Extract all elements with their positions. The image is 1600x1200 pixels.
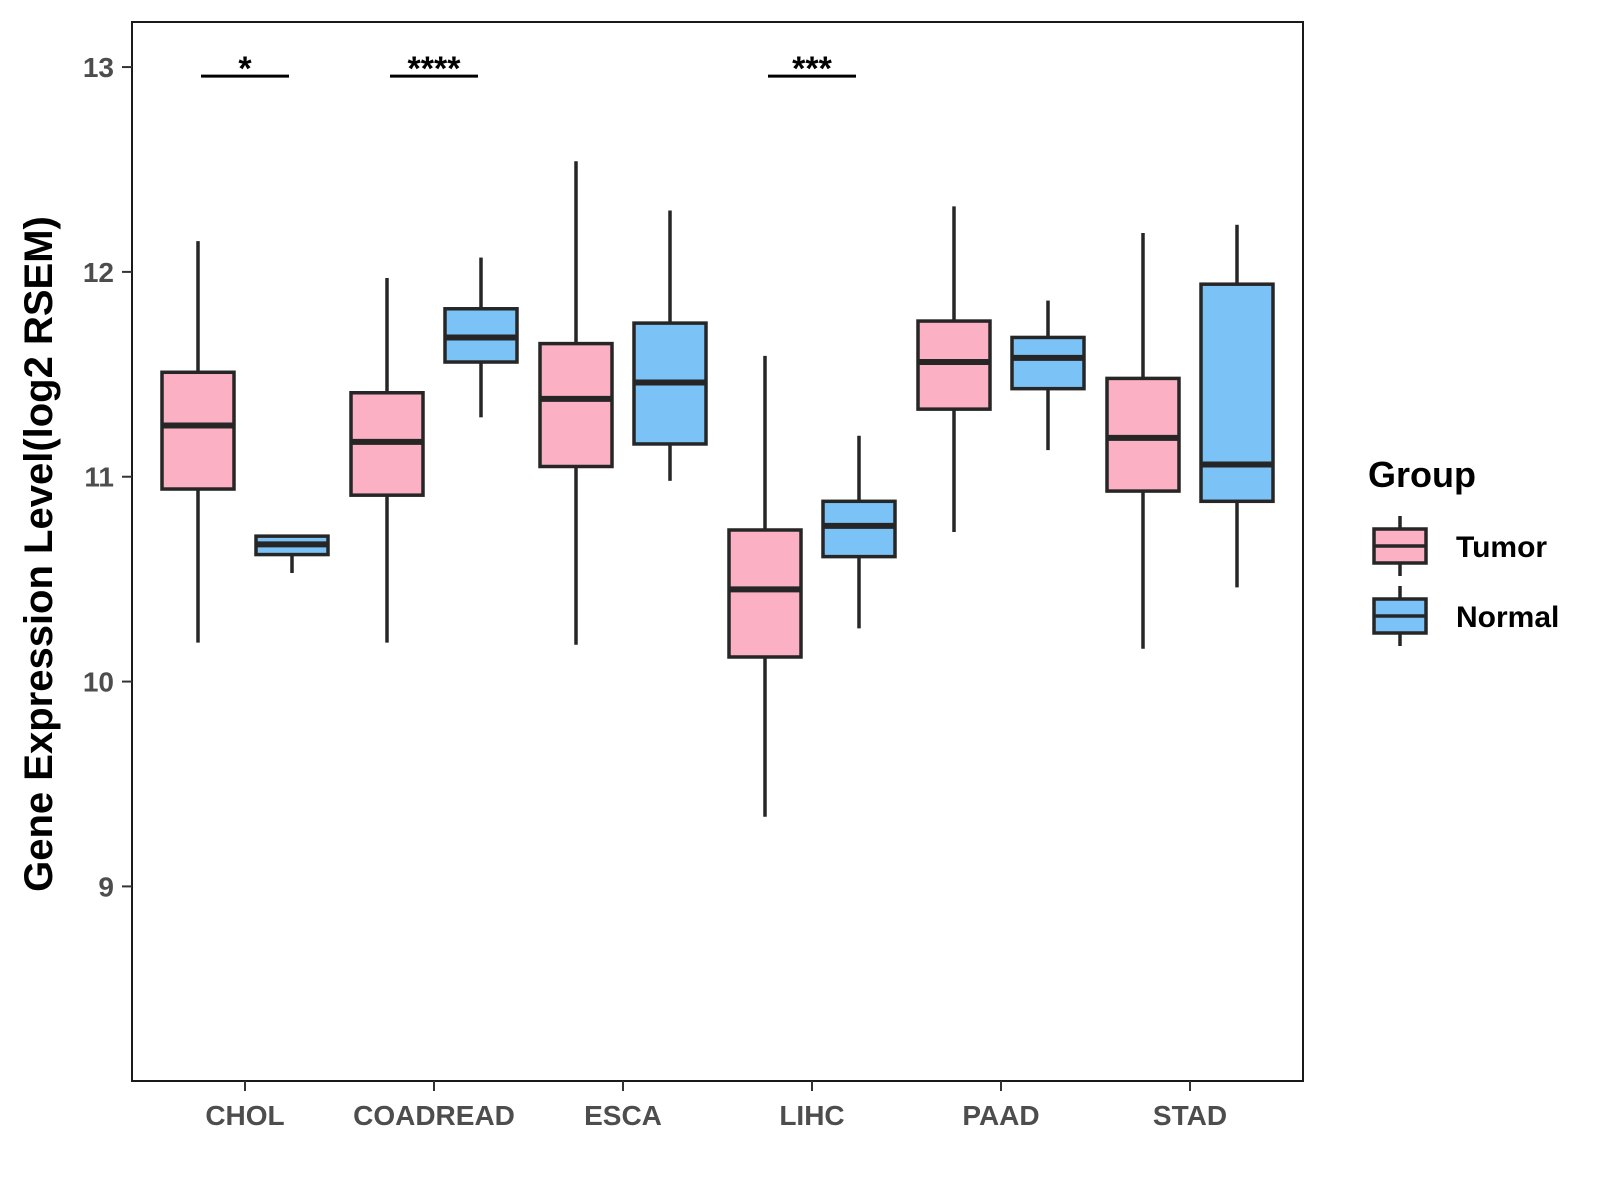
- box-iqr: [1199, 282, 1275, 504]
- box-normal-coadread: [443, 257, 519, 418]
- box-normal-esca: [632, 210, 708, 481]
- legend: Group Tumor Normal: [1368, 454, 1559, 646]
- box-marks: [160, 161, 1275, 817]
- y-tick-label: 9: [98, 871, 114, 902]
- legend-items: Tumor Normal: [1372, 516, 1559, 646]
- x-tick-label: COADREAD: [353, 1100, 515, 1131]
- box-tumor-esca: [538, 161, 614, 645]
- box-normal-paad: [1010, 300, 1086, 451]
- legend-item-tumor: Tumor: [1372, 516, 1547, 576]
- significance-label: *: [238, 50, 252, 88]
- box-tumor-coadread: [349, 278, 425, 643]
- box-tumor-chol: [160, 241, 236, 643]
- x-tick-label: CHOL: [205, 1100, 284, 1131]
- box-tumor-stad: [1105, 232, 1181, 649]
- box-iqr: [160, 370, 236, 491]
- y-tick-label: 11: [84, 462, 114, 493]
- box-tumor-lihc: [727, 355, 803, 817]
- box-iqr: [538, 341, 614, 469]
- box-iqr: [1010, 335, 1086, 391]
- box-iqr: [916, 319, 992, 411]
- box-iqr: [1105, 376, 1181, 493]
- box-iqr: [821, 499, 897, 559]
- y-axis-label: Gene Expression Level(log2 RSEM): [17, 216, 61, 892]
- y-tick-label: 13: [83, 52, 114, 83]
- box-normal-chol: [254, 534, 330, 574]
- x-tick-label: STAD: [1153, 1100, 1227, 1131]
- x-tick-label: ESCA: [584, 1100, 662, 1131]
- box-iqr: [727, 528, 803, 659]
- box-normal-stad: [1199, 224, 1275, 588]
- legend-item-normal: Normal: [1372, 586, 1559, 646]
- significance-label: ****: [408, 50, 462, 88]
- y-tick-label: 12: [83, 257, 114, 288]
- box-tumor-paad: [916, 206, 992, 533]
- legend-label: Normal: [1456, 601, 1559, 634]
- x-tick-label: LIHC: [779, 1100, 844, 1131]
- axes: 9 10 11 12 13 CHOL COADREAD ESCA LIHC PAAD STAD: [83, 52, 1227, 1131]
- x-tick-label: PAAD: [962, 1100, 1039, 1131]
- significance-annotations: * **** ***: [201, 50, 856, 88]
- significance-label: ***: [792, 50, 832, 88]
- box-normal-lihc: [821, 435, 897, 629]
- y-tick-label: 10: [83, 667, 114, 698]
- legend-title: Group: [1368, 454, 1476, 495]
- legend-label: Tumor: [1456, 531, 1547, 564]
